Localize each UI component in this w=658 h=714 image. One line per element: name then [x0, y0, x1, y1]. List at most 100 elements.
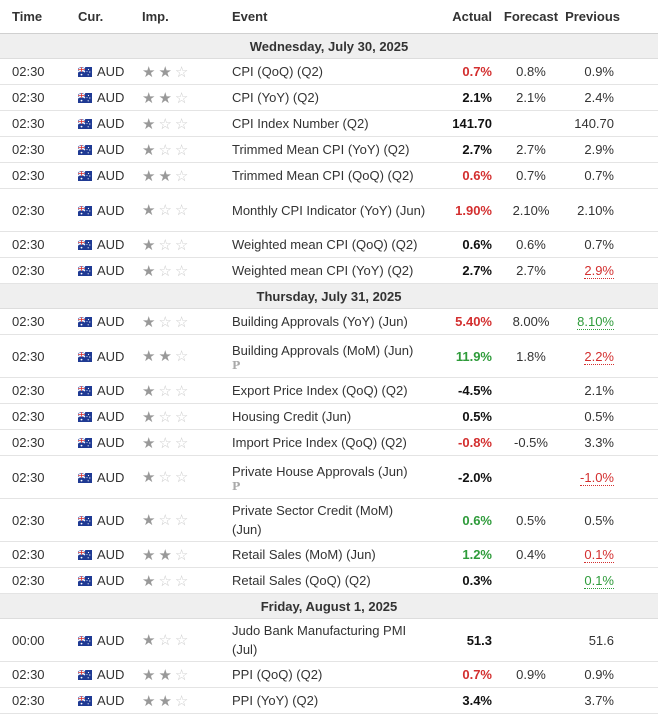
event-row[interactable]: 02:30 AUD ★★☆ Retail Sales (MoM) (Jun) 1.2% 0… [0, 541, 658, 568]
event-name[interactable]: Private Sector Credit (MoM) (Jun) [226, 498, 426, 542]
header-previous[interactable]: Previous [564, 0, 658, 34]
header-currency[interactable]: Cur. [70, 0, 138, 34]
event-row[interactable]: 02:30 AUD ★☆☆ Retail Sales (QoQ) (Q2) 0.3% 0.… [0, 567, 658, 594]
event-forecast: 2.7% [498, 257, 564, 284]
event-title[interactable]: CPI Index Number (Q2) [232, 116, 369, 131]
event-name[interactable]: Trimmed Mean CPI (QoQ) (Q2) [226, 162, 426, 189]
event-row[interactable]: 02:30 AUD ★☆☆ Import Price Index (QoQ) (Q2)… [0, 429, 658, 456]
event-title[interactable]: Private House Approvals (Jun) [232, 463, 408, 479]
event-title[interactable]: Import Price Index (QoQ) (Q2) [232, 435, 407, 450]
event-name[interactable]: Monthly CPI Indicator (YoY) (Jun) [226, 188, 426, 232]
event-name[interactable]: CPI Index Number (Q2) [226, 110, 426, 137]
event-name[interactable]: Retail Sales (MoM) (Jun) [226, 541, 426, 568]
event-title[interactable]: Trimmed Mean CPI (YoY) (Q2) [232, 142, 410, 157]
event-name[interactable]: Private House Approvals (Jun) P [226, 455, 426, 499]
event-row[interactable]: 02:30 AUD ★☆☆ Weighted mean CPI (QoQ) (Q2) 0… [0, 231, 658, 258]
event-previous: 2.2% [564, 334, 658, 378]
event-row[interactable]: 02:30 AUD ★☆☆ Housing Credit (Jun) 0.5% 0.5% [0, 403, 658, 430]
event-row[interactable]: 02:30 AUD ★☆☆ Export Price Index (QoQ) (Q2)… [0, 377, 658, 404]
previous-value[interactable]: -1.0% [580, 469, 614, 486]
event-row[interactable]: 00:00 AUD ★☆☆ Judo Bank Manufacturing PMI (… [0, 618, 658, 662]
australia-flag-icon [78, 317, 92, 327]
event-title[interactable]: PPI (QoQ) (Q2) [232, 667, 323, 682]
event-currency: AUD [70, 58, 138, 85]
event-name[interactable]: Housing Credit (Jun) [226, 403, 426, 430]
event-currency: AUD [70, 541, 138, 568]
previous-value[interactable]: 2.9% [584, 263, 614, 279]
event-title[interactable]: Export Price Index (QoQ) (Q2) [232, 383, 408, 398]
event-title[interactable]: Trimmed Mean CPI (QoQ) (Q2) [232, 168, 414, 183]
event-forecast: 0.5% [498, 498, 564, 542]
star-filled-icon: ★ [142, 167, 159, 185]
header-importance[interactable]: Imp. [138, 0, 226, 34]
event-title[interactable]: Monthly CPI Indicator (YoY) (Jun) [232, 202, 426, 218]
event-title[interactable]: Weighted mean CPI (QoQ) (Q2) [232, 237, 418, 252]
event-currency: AUD [70, 661, 138, 688]
currency-code: AUD [97, 168, 125, 183]
event-name[interactable]: CPI (QoQ) (Q2) [226, 58, 426, 85]
event-name[interactable]: Weighted mean CPI (QoQ) (Q2) [226, 231, 426, 258]
event-row[interactable]: 02:30 AUD ★★☆ CPI (QoQ) (Q2) 0.7% 0.8% 0.9% [0, 58, 658, 85]
event-row[interactable]: 02:30 AUD ★☆☆ Private Sector Credit (MoM) (… [0, 498, 658, 542]
event-title[interactable]: Building Approvals (MoM) (Jun) [232, 342, 414, 358]
day-label: Friday, August 1, 2025 [0, 593, 658, 619]
event-name[interactable]: Judo Bank Manufacturing PMI (Jul) [226, 618, 426, 662]
previous-value: 2.9% [584, 142, 614, 157]
previous-value: 0.9% [584, 667, 614, 682]
event-previous: 0.7% [564, 231, 658, 258]
event-name[interactable]: Weighted mean CPI (YoY) (Q2) [226, 257, 426, 284]
previous-value: 0.7% [584, 168, 614, 183]
event-title[interactable]: Judo Bank Manufacturing PMI (Jul) [232, 623, 407, 657]
header-event[interactable]: Event [226, 0, 426, 34]
star-filled-icon: ★ [142, 692, 159, 710]
header-actual[interactable]: Actual [426, 0, 498, 34]
event-row[interactable]: 02:30 AUD ★☆☆ Monthly CPI Indicator (YoY) (… [0, 188, 658, 232]
event-title[interactable]: Building Approvals (YoY) (Jun) [232, 314, 408, 329]
previous-value[interactable]: 8.10% [577, 314, 614, 330]
event-title[interactable]: CPI (QoQ) (Q2) [232, 64, 324, 79]
star-filled-icon: ★ [158, 348, 175, 365]
currency-code: AUD [97, 632, 125, 648]
importance-stars: ★★☆ [138, 687, 226, 714]
event-row[interactable]: 02:30 AUD ★★☆ PPI (YoY) (Q2) 3.4% 3.7% [0, 687, 658, 714]
star-filled-icon: ★ [142, 63, 159, 81]
event-row[interactable]: 02:30 AUD ★★☆ CPI (YoY) (Q2) 2.1% 2.1% 2.4% [0, 84, 658, 111]
event-row[interactable]: 02:30 AUD ★☆☆ Private House Approvals (Jun)… [0, 455, 658, 499]
event-row[interactable]: 02:30 AUD ★☆☆ Building Approvals (YoY) (Jun… [0, 308, 658, 335]
event-title[interactable]: PPI (YoY) (Q2) [232, 693, 319, 708]
event-row[interactable]: 02:30 AUD ★★☆ Trimmed Mean CPI (QoQ) (Q2) 0.… [0, 162, 658, 189]
event-name[interactable]: Export Price Index (QoQ) (Q2) [226, 377, 426, 404]
event-row[interactable]: 02:30 AUD ★☆☆ CPI Index Number (Q2) 141.70 14… [0, 110, 658, 137]
event-title[interactable]: Private Sector Credit (MoM) (Jun) [232, 503, 394, 537]
event-title[interactable]: Housing Credit (Jun) [232, 409, 352, 424]
header-forecast[interactable]: Forecast [498, 0, 564, 34]
previous-value[interactable]: 0.1% [584, 573, 614, 589]
event-time: 02:30 [0, 162, 70, 189]
event-forecast [498, 567, 564, 594]
importance-stars: ★★☆ [138, 84, 226, 111]
event-title[interactable]: CPI (YoY) (Q2) [232, 90, 319, 105]
event-name[interactable]: PPI (QoQ) (Q2) [226, 661, 426, 688]
event-name[interactable]: PPI (YoY) (Q2) [226, 687, 426, 714]
previous-value[interactable]: 2.2% [584, 348, 614, 365]
currency-code: AUD [97, 547, 125, 562]
star-filled-icon: ★ [158, 63, 175, 81]
event-name[interactable]: Building Approvals (YoY) (Jun) [226, 308, 426, 335]
event-name[interactable]: Building Approvals (MoM) (Jun) P [226, 334, 426, 378]
event-row[interactable]: 02:30 AUD ★☆☆ Trimmed Mean CPI (YoY) (Q2) 2.… [0, 136, 658, 163]
event-title[interactable]: Retail Sales (QoQ) (Q2) [232, 573, 371, 588]
event-row[interactable]: 02:30 AUD ★★☆ Building Approvals (MoM) (Jun… [0, 334, 658, 378]
header-time[interactable]: Time [0, 0, 70, 34]
event-name[interactable]: Retail Sales (QoQ) (Q2) [226, 567, 426, 594]
currency-code: AUD [97, 142, 125, 157]
event-row[interactable]: 02:30 AUD ★★☆ PPI (QoQ) (Q2) 0.7% 0.9% 0.9% [0, 661, 658, 688]
event-title[interactable]: Weighted mean CPI (YoY) (Q2) [232, 263, 414, 278]
event-title[interactable]: Retail Sales (MoM) (Jun) [232, 547, 376, 562]
event-name[interactable]: Import Price Index (QoQ) (Q2) [226, 429, 426, 456]
event-name[interactable]: Trimmed Mean CPI (YoY) (Q2) [226, 136, 426, 163]
event-row[interactable]: 02:30 AUD ★☆☆ Weighted mean CPI (YoY) (Q2) 2… [0, 257, 658, 284]
previous-value[interactable]: 0.1% [584, 547, 614, 563]
event-name[interactable]: CPI (YoY) (Q2) [226, 84, 426, 111]
australia-flag-icon [78, 670, 92, 680]
event-currency: AUD [70, 110, 138, 137]
